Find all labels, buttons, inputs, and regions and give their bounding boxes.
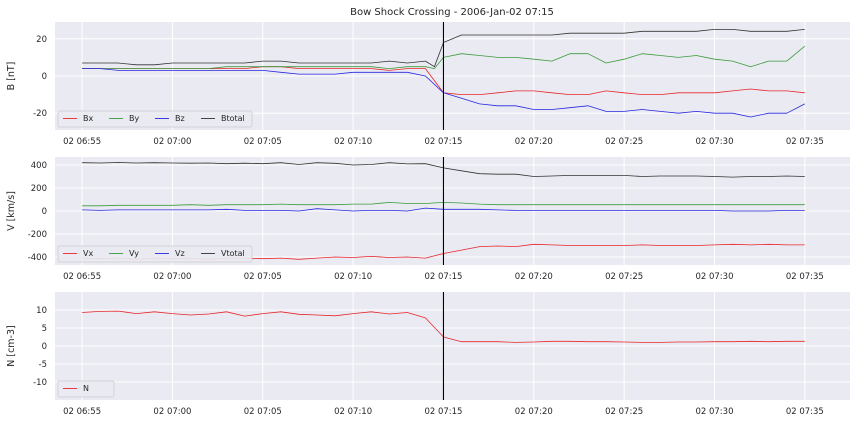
legend-label: Vy: [129, 249, 139, 258]
x-tick-label: 02 07:25: [605, 272, 643, 282]
y-tick-label: 0: [42, 342, 47, 352]
x-tick-label: 02 07:35: [786, 272, 824, 282]
x-tick-label: 02 07:00: [153, 137, 191, 147]
x-tick-label: 02 07:20: [515, 407, 553, 417]
x-tick-label: 02 07:10: [334, 137, 372, 147]
y-tick-label: 200: [31, 184, 47, 194]
figure-title: Bow Shock Crossing - 2006-Jan-02 07:15: [350, 7, 554, 18]
y-axis-label: B [nT]: [6, 62, 17, 91]
x-tick-label: 02 06:55: [63, 407, 101, 417]
legend-label: Btotal: [221, 114, 245, 123]
x-tick-label: 02 06:55: [63, 272, 101, 282]
x-tick-label: 02 07:20: [515, 137, 553, 147]
density-panel: 02 06:55 02 07:00 02 07:05 02 07:10 02 07:15…: [6, 292, 850, 417]
x-tick-label: 02 07:25: [605, 407, 643, 417]
legend-box: [57, 245, 253, 263]
y-tick-label: 0: [42, 72, 47, 82]
x-tick-label: 02 07:00: [153, 407, 191, 417]
x-tick-label: 02 07:25: [605, 137, 643, 147]
y-tick-label: 10: [36, 306, 47, 316]
x-tick-label: 02 07:20: [515, 272, 553, 282]
x-tick-label: 02 07:30: [695, 407, 733, 417]
legend-box: [57, 380, 115, 398]
x-tick-label: 02 07:05: [244, 137, 282, 147]
legend-label: Vx: [83, 249, 93, 258]
legend-label: N: [83, 384, 89, 393]
y-tick-label: 400: [31, 161, 47, 171]
series-line-by: [82, 45, 806, 69]
x-tick-label: 02 07:35: [786, 407, 824, 417]
x-tick-label: 02 07:00: [153, 272, 191, 282]
y-tick-label: -5: [39, 360, 47, 370]
y-tick-label: 5: [42, 324, 47, 334]
x-tick-label: 02 07:35: [786, 137, 824, 147]
x-tick-label: 02 07:10: [334, 272, 372, 282]
x-tick-label: 02 07:15: [424, 407, 462, 417]
y-tick-label: -400: [28, 253, 47, 263]
y-tick-label: -10: [33, 378, 47, 388]
legend-label: Bz: [175, 114, 185, 123]
x-tick-label: 02 07:30: [695, 137, 733, 147]
legend-label: Vtotal: [221, 249, 245, 258]
legend-label: Bx: [83, 114, 93, 123]
x-tick-label: 02 07:05: [244, 272, 282, 282]
y-axis-label: N [cm-3]: [6, 325, 17, 367]
y-axis-label: V [km/s]: [6, 191, 17, 231]
x-tick-label: 02 07:10: [334, 407, 372, 417]
x-tick-label: 02 07:15: [424, 137, 462, 147]
y-tick-label: 20: [36, 35, 47, 45]
series-line-btotal: [82, 28, 805, 68]
magnetic-field-panel: 02 06:55 02 07:00 02 07:05 02 07:10 02 07:15…: [6, 22, 850, 147]
x-tick-label: 02 07:05: [244, 407, 282, 417]
legend-label: By: [129, 114, 139, 123]
y-tick-label: 0: [42, 207, 47, 217]
x-tick-label: 02 07:15: [424, 272, 462, 282]
legend-label: Vz: [175, 249, 185, 258]
legend-box: [57, 110, 253, 128]
x-tick-label: 02 07:30: [695, 272, 733, 282]
y-tick-label: -20: [33, 109, 47, 119]
velocity-panel: 02 06:55 02 07:00 02 07:05 02 07:10 02 07:15…: [6, 157, 850, 282]
x-tick-label: 02 06:55: [63, 137, 101, 147]
y-tick-label: -200: [28, 230, 47, 240]
